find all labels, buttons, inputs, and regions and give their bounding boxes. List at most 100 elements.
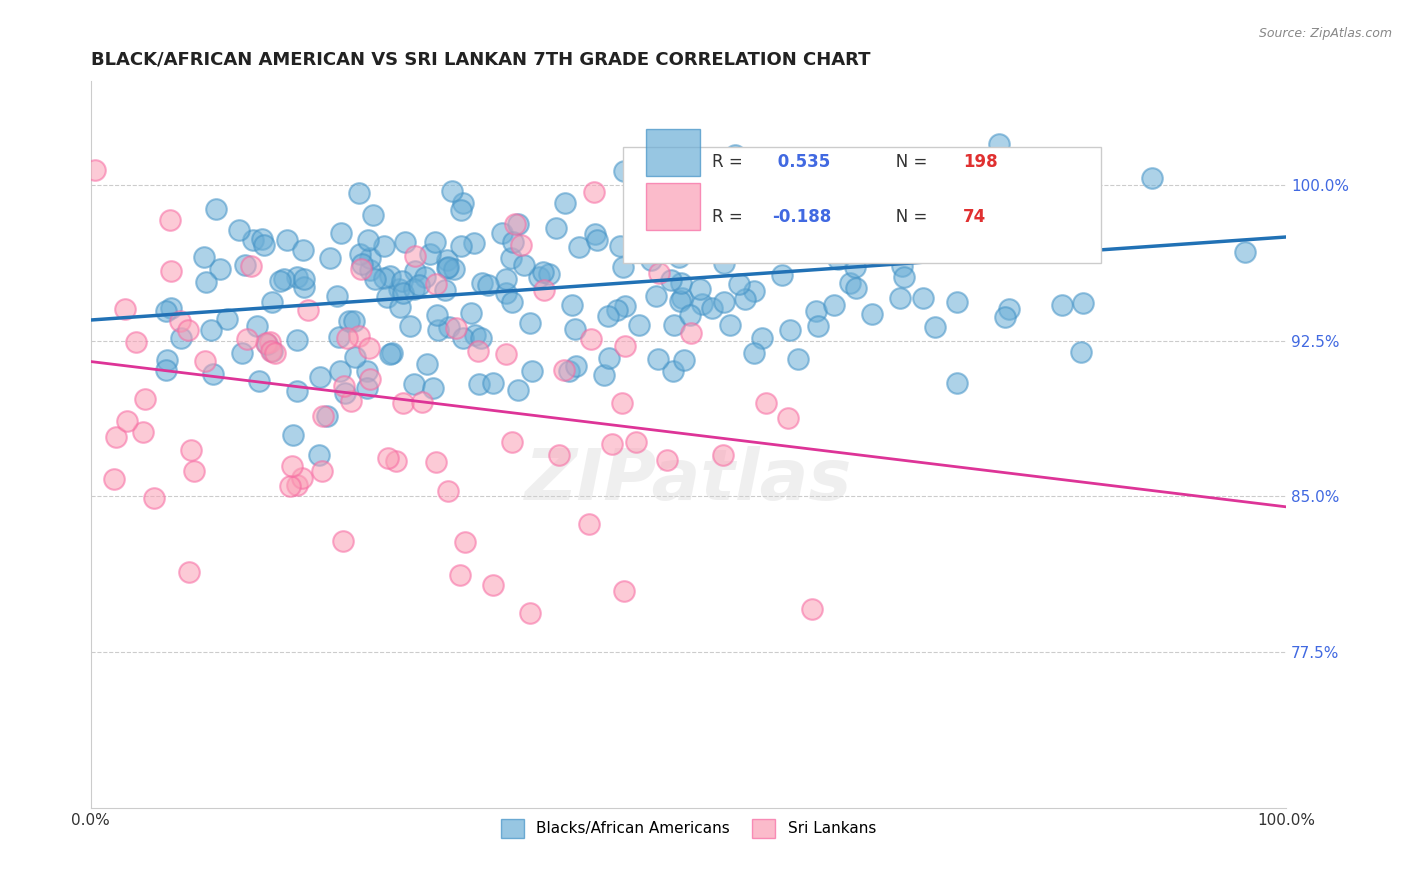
Point [844, 235, 866, 250]
Point [785, 223, 807, 237]
Point [177, 565, 200, 579]
Point [394, 235, 416, 249]
Point [444, 321, 467, 335]
Point [319, 251, 342, 265]
Point [422, 381, 444, 395]
Point [755, 396, 778, 410]
Point [513, 258, 536, 272]
Point [669, 276, 692, 290]
Point [425, 277, 447, 292]
Point [682, 206, 704, 220]
Point [727, 277, 749, 291]
Point [668, 251, 690, 265]
Point [246, 318, 269, 333]
Point [228, 223, 250, 237]
Point [807, 318, 830, 333]
Point [613, 339, 636, 353]
Point [201, 367, 224, 381]
Point [679, 326, 702, 340]
Point [316, 409, 339, 424]
Point [326, 289, 349, 303]
Point [194, 354, 217, 368]
Point [648, 267, 671, 281]
Point [436, 260, 458, 275]
Point [281, 459, 304, 474]
Point [893, 270, 915, 285]
Point [626, 243, 648, 257]
Point [402, 282, 425, 296]
Point [114, 301, 136, 316]
Point [388, 282, 411, 296]
Text: N =: N = [880, 153, 932, 170]
Point [159, 212, 181, 227]
Text: BLACK/AFRICAN AMERICAN VS SRI LANKAN 7TH GRADE CORRELATION CHART: BLACK/AFRICAN AMERICAN VS SRI LANKAN 7TH… [90, 51, 870, 69]
Point [1140, 170, 1163, 185]
Point [734, 292, 756, 306]
Point [200, 323, 222, 337]
Point [217, 311, 239, 326]
Point [815, 220, 838, 235]
Point [193, 250, 215, 264]
Point [1071, 296, 1094, 310]
Point [844, 260, 866, 275]
Text: N =: N = [880, 209, 932, 227]
Point [134, 392, 156, 407]
Point [292, 272, 315, 286]
Point [194, 275, 217, 289]
Point [359, 252, 381, 266]
Point [292, 280, 315, 294]
Point [827, 252, 849, 266]
Point [404, 249, 426, 263]
Point [259, 335, 281, 350]
Point [356, 364, 378, 378]
Point [471, 276, 494, 290]
Point [264, 345, 287, 359]
Point [481, 578, 503, 592]
Point [787, 242, 810, 256]
Point [285, 333, 308, 347]
Point [924, 319, 946, 334]
Point [640, 253, 662, 268]
Point [408, 277, 430, 292]
Point [564, 322, 586, 336]
Point [357, 233, 380, 247]
Point [1233, 244, 1256, 259]
Point [711, 448, 734, 462]
Point [260, 295, 283, 310]
Point [373, 271, 395, 285]
Point [946, 295, 969, 310]
Point [359, 263, 381, 277]
Point [177, 323, 200, 337]
Text: 198: 198 [963, 153, 998, 170]
Text: ZIPatlas: ZIPatlas [524, 446, 852, 516]
Point [233, 258, 256, 272]
Point [1070, 344, 1092, 359]
Point [404, 377, 426, 392]
Text: 0.535: 0.535 [772, 153, 830, 170]
Point [143, 491, 166, 505]
Point [533, 283, 555, 297]
Point [328, 364, 350, 378]
Point [388, 300, 411, 314]
Point [583, 227, 606, 241]
Point [381, 346, 404, 360]
Point [706, 223, 728, 237]
Point [312, 409, 335, 423]
Point [519, 607, 541, 621]
Point [236, 332, 259, 346]
Point [860, 307, 883, 321]
Point [561, 298, 583, 312]
Point [669, 293, 692, 308]
Point [664, 318, 686, 333]
Point [404, 264, 426, 278]
Point [640, 193, 662, 207]
Point [425, 235, 447, 249]
Point [724, 148, 747, 162]
Point [690, 297, 713, 311]
Point [419, 247, 441, 261]
Point [415, 269, 437, 284]
Point [464, 328, 486, 343]
Point [209, 262, 232, 277]
Point [103, 472, 125, 486]
Point [378, 347, 401, 361]
